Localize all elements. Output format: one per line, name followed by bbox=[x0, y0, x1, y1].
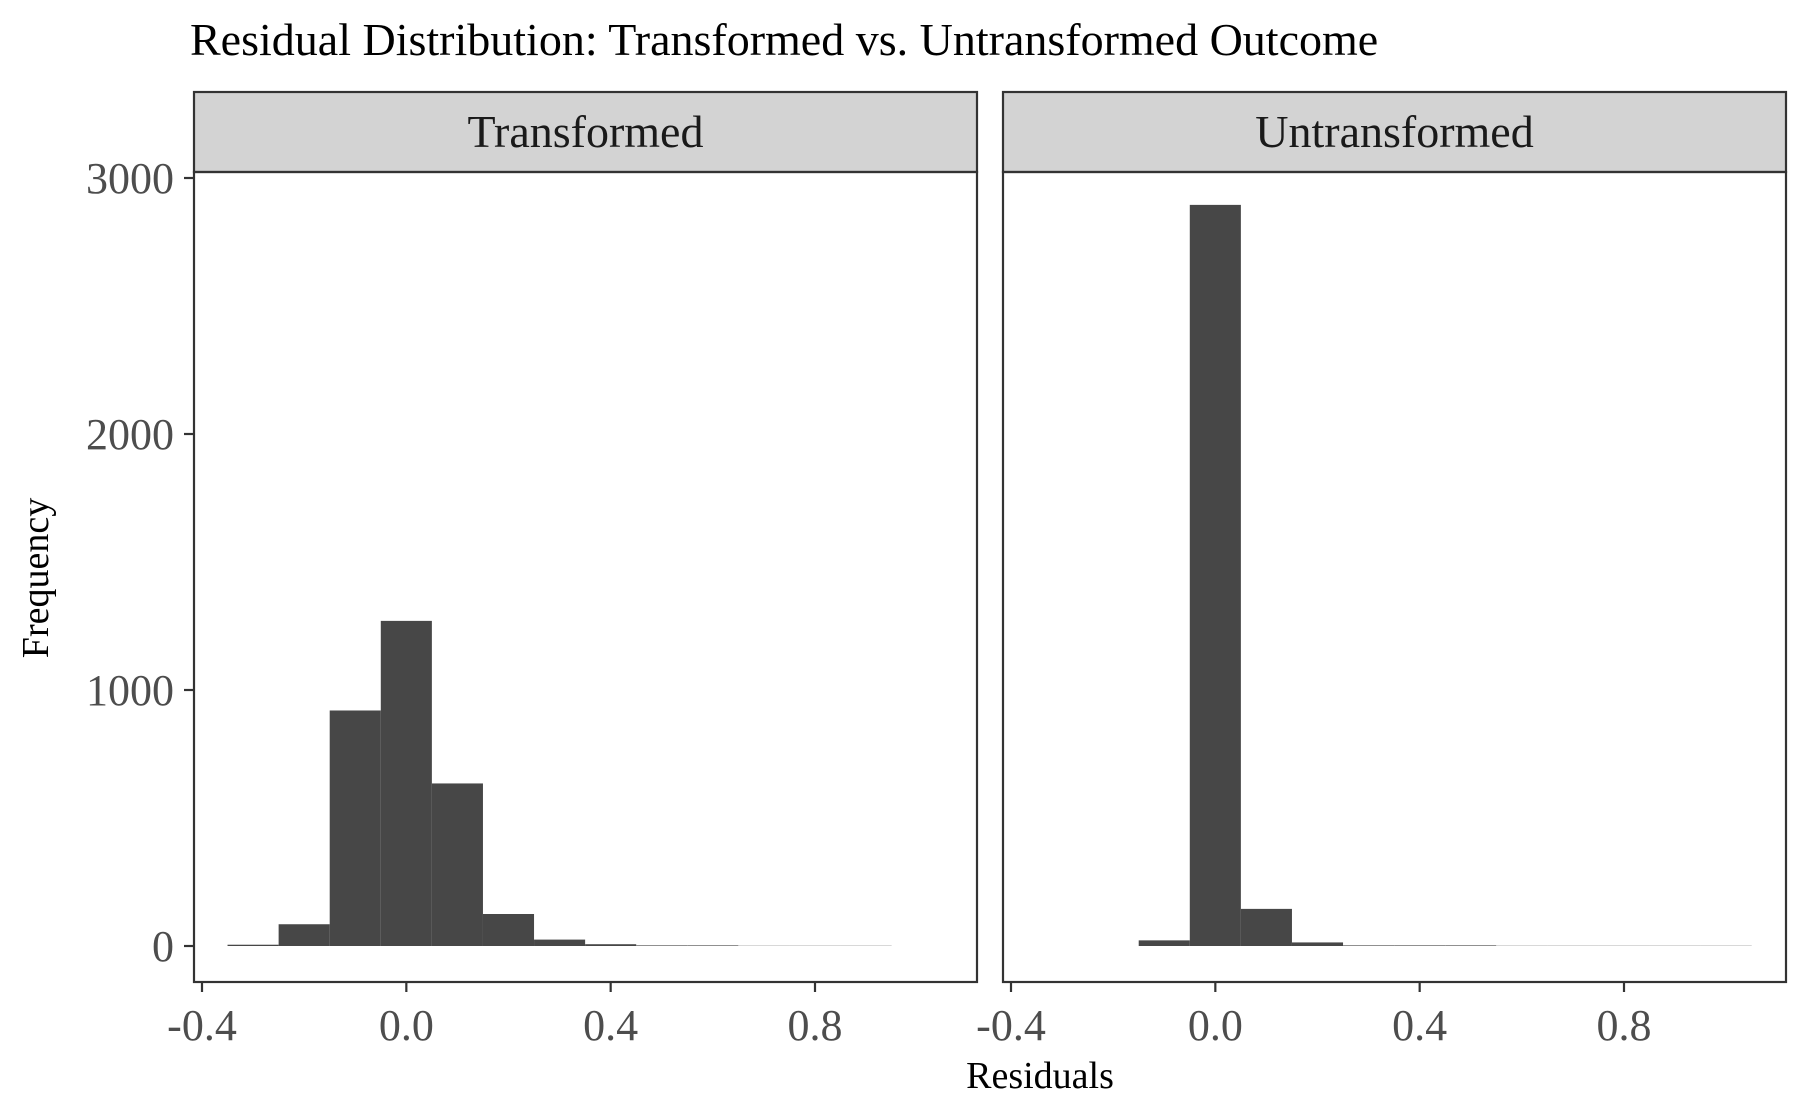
x-tick-label: 0.8 bbox=[1597, 1001, 1652, 1050]
histogram-bar bbox=[1700, 945, 1752, 946]
histogram-bar bbox=[227, 944, 279, 946]
histogram-bar bbox=[636, 945, 688, 946]
histogram-bar bbox=[278, 924, 330, 946]
histogram-bar bbox=[1445, 945, 1497, 946]
facet-strip bbox=[192, 90, 979, 174]
histogram-bar bbox=[1496, 945, 1548, 946]
histogram-bar bbox=[1189, 204, 1241, 946]
x-tick-label: 0.4 bbox=[583, 1001, 638, 1050]
histogram-bar bbox=[1138, 940, 1190, 946]
y-axis: 0 1000 2000 3000 bbox=[86, 154, 194, 971]
histogram-bar bbox=[1547, 945, 1599, 946]
chart-title: Residual Distribution: Transformed vs. U… bbox=[190, 14, 1378, 65]
panel-transformed: Transformed -0.4 0.0 0.4 0.8 bbox=[167, 90, 979, 1050]
histogram-bar bbox=[789, 945, 841, 946]
facet-strip-label: Untransformed bbox=[1255, 106, 1533, 157]
histogram-bar bbox=[482, 914, 535, 946]
histogram-bar bbox=[329, 710, 381, 946]
histogram-bar bbox=[1649, 945, 1701, 946]
histogram-bar bbox=[1394, 945, 1446, 946]
x-tick-label: 0.0 bbox=[1188, 1001, 1243, 1050]
y-tick-label: 0 bbox=[152, 922, 174, 971]
y-tick-label: 1000 bbox=[86, 666, 174, 715]
y-tick-label: 2000 bbox=[86, 410, 174, 459]
facet-strip-label: Transformed bbox=[468, 106, 704, 157]
histogram-bar bbox=[534, 939, 586, 946]
histogram-bar bbox=[585, 944, 637, 946]
facet-panels: Transformed -0.4 0.0 0.4 0.8 Untransformed -0.… bbox=[86, 90, 1788, 1050]
histogram-bar bbox=[1598, 945, 1650, 946]
histogram-bar bbox=[431, 783, 483, 946]
panel-border bbox=[192, 170, 979, 984]
histogram-bar bbox=[738, 945, 790, 946]
y-axis-title: Frequency bbox=[15, 498, 57, 658]
y-tick-label: 3000 bbox=[86, 154, 174, 203]
x-axis-title: Residuals bbox=[966, 1055, 1114, 1097]
histogram-bar bbox=[380, 620, 432, 946]
histogram-bar bbox=[1240, 908, 1292, 946]
x-tick-label: -0.4 bbox=[167, 1001, 237, 1050]
panel-border bbox=[1001, 170, 1788, 984]
x-tick-label: -0.4 bbox=[976, 1001, 1046, 1050]
x-tick-label: 0.4 bbox=[1392, 1001, 1447, 1050]
histogram-bar bbox=[1343, 945, 1395, 946]
panel-untransformed: Untransformed -0.4 0.0 0.4 0.8 bbox=[976, 90, 1788, 1050]
histogram-bar bbox=[1291, 942, 1344, 946]
histogram-bar bbox=[687, 945, 739, 946]
x-tick-label: 0.8 bbox=[788, 1001, 843, 1050]
x-tick-label: 0.0 bbox=[379, 1001, 434, 1050]
histogram-bar bbox=[840, 945, 892, 946]
